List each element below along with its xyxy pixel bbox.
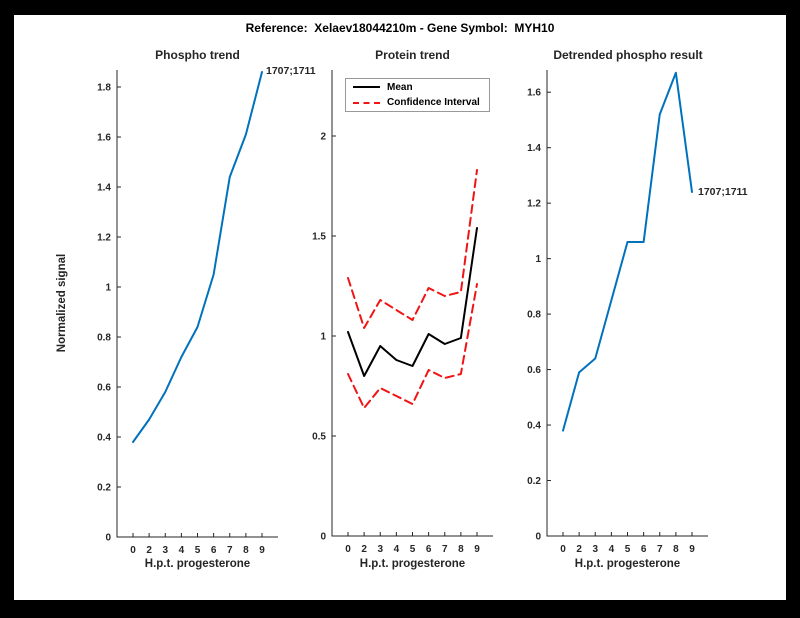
x-tick-label: 7 (227, 545, 233, 556)
plot3-annotation: 1707;1711 (698, 186, 748, 198)
x-tick-label: 0 (560, 544, 566, 555)
y-tick-label: 1 (535, 254, 541, 265)
y-tick-label: 1.2 (97, 233, 111, 244)
x-tick-label: 5 (195, 545, 201, 556)
x-tick-label: 3 (162, 545, 168, 556)
x-tick-label: 7 (442, 544, 448, 555)
plot1-xlabel: H.p.t. progesterone (144, 558, 251, 570)
plot1-annotation: 1707;1711 (266, 65, 316, 77)
x-tick-label: 8 (673, 544, 679, 555)
y-tick-label: 0 (535, 532, 541, 543)
legend-label: Mean (387, 81, 413, 93)
axis-spines (116, 70, 278, 538)
y-tick-label: 1.4 (97, 183, 111, 194)
x-tick-label: 9 (474, 544, 480, 555)
y-tick-label: 1.5 (312, 232, 326, 243)
phospho-trend-line (132, 71, 263, 443)
figure-title: Reference: Xelaev18044210m - Gene Symbol… (245, 21, 555, 35)
legend-entry-confidence-interval: Confidence Interval (346, 95, 489, 110)
x-tick-label: 8 (458, 544, 464, 555)
x-tick-label: 6 (426, 544, 432, 555)
y-tick-label: 1.6 (97, 133, 111, 144)
plot3-title: Detrended phospho result (553, 48, 703, 62)
legend-box: Mean Confidence Interval (345, 78, 490, 112)
ci-line-sample (353, 101, 380, 104)
plot2-xlabel: H.p.t. progesterone (359, 558, 466, 570)
x-tick-label: 6 (641, 544, 647, 555)
y-tick-label: 0.4 (97, 433, 111, 444)
ci-lower-line (347, 283, 478, 409)
y-tick-label: 0.2 (97, 483, 111, 494)
x-tick-label: 6 (211, 545, 217, 556)
x-tick-label: 3 (592, 544, 598, 555)
y-tick-label: 0.8 (97, 333, 111, 344)
legend-label: Confidence Interval (387, 97, 480, 109)
legend-entry-mean: Mean (346, 80, 489, 95)
y-tick-label: 1.2 (527, 199, 541, 210)
y-tick-label: 0.2 (527, 476, 541, 487)
x-tick-label: 4 (179, 545, 185, 556)
x-tick-label: 4 (609, 544, 615, 555)
axis-spines (546, 70, 708, 537)
y-tick-label: 0 (105, 533, 111, 544)
x-tick-label: 9 (689, 544, 695, 555)
x-tick-label: 2 (576, 544, 582, 555)
y-tick-label: 1.6 (527, 88, 541, 99)
y-tick-label: 0.8 (527, 310, 541, 321)
x-tick-label: 8 (243, 545, 249, 556)
x-tick-label: 9 (259, 545, 265, 556)
x-tick-label: 2 (146, 545, 152, 556)
y-tick-label: 0.6 (527, 365, 541, 376)
y-tick-label: 0 (320, 532, 326, 543)
y-tick-label: 1.8 (97, 83, 111, 94)
plot2-title: Protein trend (375, 48, 450, 62)
y-tick-label: 0.6 (97, 383, 111, 394)
y-tick-label: 1 (320, 332, 326, 343)
x-tick-label: 5 (625, 544, 631, 555)
x-tick-label: 5 (410, 544, 416, 555)
y-tick-label: 0.5 (312, 432, 326, 443)
y-tick-label: 2 (320, 132, 326, 143)
detrended-phospho-line (562, 71, 693, 432)
mean-line (347, 227, 478, 377)
x-tick-label: 0 (345, 544, 351, 555)
plot3-xlabel: H.p.t. progesterone (574, 558, 681, 570)
x-tick-label: 4 (394, 544, 400, 555)
mean-line-sample (353, 86, 380, 89)
figure-background (14, 15, 786, 600)
x-tick-label: 3 (377, 544, 383, 555)
y-tick-label: 0.4 (527, 421, 541, 432)
ci-upper-line (347, 169, 478, 329)
y-tick-label: 1.4 (527, 143, 541, 154)
x-tick-label: 2 (361, 544, 367, 555)
y-tick-label: 1 (105, 283, 111, 294)
x-tick-label: 0 (130, 545, 136, 556)
x-tick-label: 7 (657, 544, 663, 555)
plot1-title: Phospho trend (155, 48, 240, 62)
